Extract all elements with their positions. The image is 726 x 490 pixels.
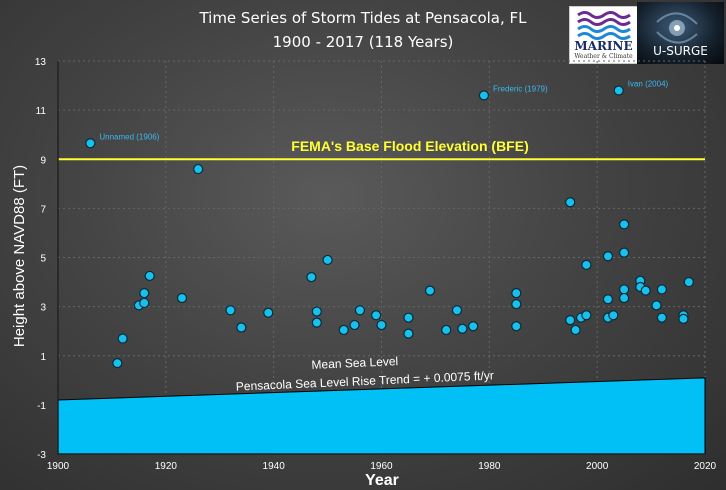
data-point <box>619 247 630 258</box>
chart-title: Time Series of Storm Tides at Pensacola,… <box>199 9 527 27</box>
x-tick-label: 1940 <box>263 461 286 472</box>
gridlines <box>58 60 706 455</box>
data-point <box>441 324 452 336</box>
point-annotation: Frederic (1979) <box>493 84 548 93</box>
data-point <box>478 90 490 101</box>
data-point <box>306 272 317 283</box>
data-point <box>656 284 667 295</box>
y-tick-label: -1 <box>37 401 46 412</box>
data-point <box>581 310 592 321</box>
axes: 1900 1920 1940 1960 1980 2000 2020-3-113579111… <box>35 57 717 472</box>
x-axis-label: Year <box>365 472 399 489</box>
sea-level-area <box>57 377 706 455</box>
data-point <box>338 324 349 336</box>
data-point <box>651 300 662 311</box>
x-tick-label: 1960 <box>370 461 393 472</box>
data-point <box>619 292 630 304</box>
data-point <box>85 138 96 149</box>
data-point <box>311 306 322 317</box>
data-point <box>349 319 360 331</box>
data-point <box>354 305 366 316</box>
data-point <box>139 288 150 299</box>
data-point <box>424 285 436 296</box>
data-point <box>376 319 387 331</box>
data-point <box>640 285 651 296</box>
data-point <box>371 310 382 321</box>
data-point <box>602 294 614 305</box>
data-point <box>565 315 576 326</box>
data-point <box>511 321 522 332</box>
data-point <box>117 333 128 344</box>
x-tick-label: 2020 <box>694 461 717 472</box>
data-point <box>619 219 630 230</box>
data-point <box>144 270 155 282</box>
point-annotation: Unnamed (1906) <box>99 132 159 141</box>
mean-sea-level-label: Mean Sea Level <box>311 354 398 372</box>
marine-logo-tagline: Weather & Climate <box>574 53 633 60</box>
data-point <box>403 312 414 323</box>
data-point <box>468 321 479 332</box>
y-axis-label: Height above NAVD88 (FT) <box>11 165 28 347</box>
data-point <box>608 310 619 321</box>
data-point <box>457 323 468 334</box>
data-point <box>193 163 204 175</box>
data-point <box>570 324 581 336</box>
data-point <box>236 322 247 333</box>
data-point <box>656 312 667 323</box>
marine-logo: MARINE Weather & Climate <box>569 6 638 64</box>
data-point <box>678 313 689 325</box>
y-tick-label: 3 <box>40 303 46 314</box>
y-tick-label: 5 <box>40 254 46 265</box>
data-point <box>581 259 592 270</box>
data-point <box>683 276 694 288</box>
y-tick-label: 13 <box>35 57 47 68</box>
annotations: Unnamed (1906) Frederic (1979) Ivan (2004) <box>99 79 668 141</box>
x-tick-label: 2000 <box>586 461 609 472</box>
data-point <box>311 317 322 328</box>
y-tick-label: 7 <box>40 204 46 215</box>
data-point <box>263 307 274 318</box>
data-point <box>511 299 522 310</box>
point-annotation: Ivan (2004) <box>628 79 669 88</box>
usurge-logo-name: U-SURGE <box>653 44 708 58</box>
usurge-logo: U-SURGE <box>637 2 724 64</box>
storm-icon <box>656 12 698 44</box>
data-point <box>225 305 236 316</box>
x-tick-label: 1900 <box>47 461 70 472</box>
data-point <box>176 292 188 304</box>
data-point <box>602 251 614 262</box>
marine-logo-name: MARINE <box>574 39 633 53</box>
y-tick-label: -3 <box>37 450 46 461</box>
data-point <box>619 284 630 295</box>
data-point <box>565 197 576 208</box>
y-tick-label: 1 <box>40 352 46 363</box>
x-tick-label: 1920 <box>155 461 178 472</box>
chart-subtitle: 1900 - 2017 (118 Years) <box>272 33 454 51</box>
wave-icon <box>577 11 631 40</box>
bfe-label: FEMA's Base Flood Elevation (BFE) <box>291 138 528 154</box>
data-point <box>112 358 123 369</box>
y-tick-label: 11 <box>36 106 47 117</box>
y-tick-label: 9 <box>40 155 46 166</box>
data-point <box>511 288 522 299</box>
data-point <box>322 254 333 266</box>
data-point <box>403 328 414 339</box>
data-point <box>451 305 463 316</box>
x-tick-label: 1980 <box>478 461 501 472</box>
data-point <box>613 85 624 96</box>
data-points <box>85 85 694 369</box>
data-point <box>139 297 150 309</box>
